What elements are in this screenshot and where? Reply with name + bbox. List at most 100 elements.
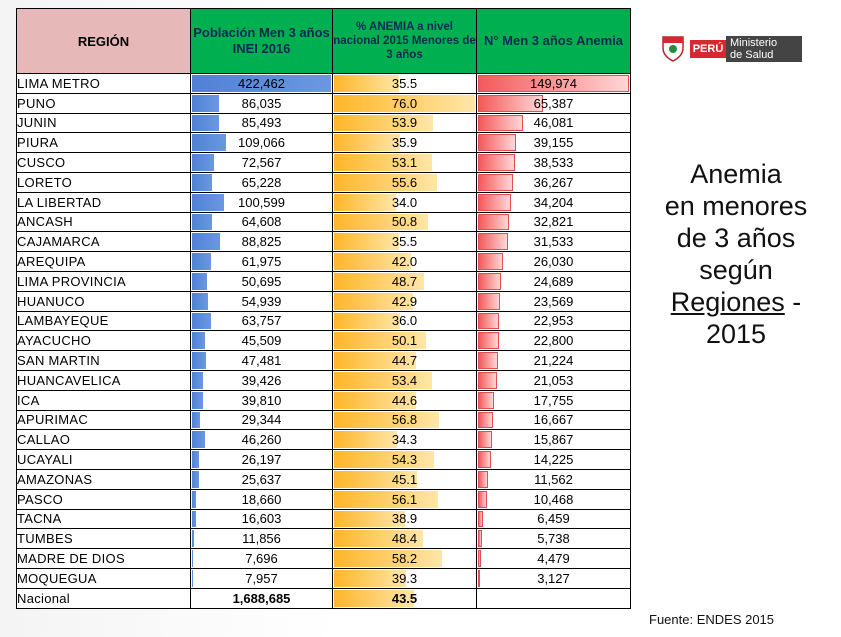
ministry-line2: de Salud	[730, 49, 774, 61]
cell-children-anemia: 46,081	[476, 112, 631, 134]
cell-population-value: 100,599	[238, 194, 285, 210]
cell-children-anemia: 14,225	[476, 449, 631, 470]
cell-anemia-percent-bar	[334, 173, 437, 191]
table-row: LAMBAYEQUE 63,757 36.0 22,953	[16, 310, 631, 332]
cell-children-anemia-value: 23,569	[533, 293, 574, 309]
cell-children-anemia: 65,387	[476, 92, 631, 114]
cell-anemia-percent: 35.5	[332, 231, 477, 253]
cell-region: UCAYALI	[16, 449, 191, 470]
cell-anemia-percent: 42.9	[332, 290, 477, 312]
cell-population-bar	[192, 233, 220, 251]
cell-anemia-percent-value: 58.2	[391, 551, 418, 567]
cell-children-anemia-bar	[478, 94, 543, 112]
table-body: LIMA METRO 422,462 35.5 149,974 PUNO 86,035 76…	[16, 73, 631, 609]
cell-anemia-percent-bar	[334, 292, 413, 310]
cell-population-bar	[192, 173, 212, 191]
cell-anemia-percent-value: 38.9	[391, 511, 418, 527]
cell-children-anemia: 22,800	[476, 330, 631, 352]
cell-children-anemia-bar	[478, 253, 503, 270]
cell-region-value: LA LIBERTAD	[17, 194, 102, 210]
total-region-value: Nacional	[17, 590, 70, 606]
cell-anemia-percent-value: 50.8	[391, 214, 418, 230]
cell-anemia-percent: 50.8	[332, 211, 477, 233]
cell-region-value: TACNA	[17, 511, 62, 527]
cell-population-value: 26,197	[241, 452, 282, 468]
cell-children-anemia-bar	[478, 510, 483, 528]
cell-anemia-percent: 44.7	[332, 350, 477, 371]
cell-anemia-percent-value: 35.9	[391, 135, 418, 151]
cell-children-anemia-value: 34,204	[533, 194, 574, 210]
cell-children-anemia-bar	[478, 272, 502, 290]
cell-population-value: 7,696	[245, 551, 278, 567]
cell-anemia-percent-value: 44.7	[391, 353, 418, 369]
table-row: MADRE DE DIOS 7,696 58.2 4,479	[16, 548, 631, 569]
cell-anemia-percent-bar	[334, 134, 400, 152]
table-row: UCAYALI 26,197 54.3 14,225	[16, 449, 631, 470]
cell-anemia-percent: 45.1	[332, 468, 477, 490]
cell-population-bar	[192, 75, 331, 92]
cell-children-anemia-bar	[478, 391, 495, 409]
cell-population: 11,856	[190, 528, 333, 550]
cell-children-anemia-bar	[478, 569, 480, 587]
cell-children-anemia: 15,867	[476, 429, 631, 451]
cell-children-anemia-bar	[478, 114, 524, 132]
title-line4: según	[699, 255, 773, 285]
cell-anemia-percent-bar	[334, 75, 399, 92]
cell-children-anemia-value: 31,533	[533, 234, 574, 250]
header-anemia-percent: % ANEMIA a nivel nacional 2015 Menores d…	[332, 8, 477, 74]
cell-anemia-percent-bar	[334, 550, 442, 567]
cell-children-anemia-value: 4,479	[537, 551, 570, 567]
cell-population-bar	[192, 253, 211, 270]
cell-children-anemia: 24,689	[476, 270, 631, 292]
title-line3: de 3 años	[676, 223, 796, 253]
cell-region: SAN MARTIN	[16, 350, 191, 371]
cell-population-bar	[192, 490, 197, 508]
cell-population-value: 86,035	[241, 95, 282, 111]
total-anemia-percent: 43.5	[332, 587, 477, 609]
cell-anemia-percent: 34.0	[332, 191, 477, 213]
cell-anemia-percent: 53.1	[332, 152, 477, 173]
cell-children-anemia-bar	[478, 371, 498, 389]
cell-population-bar	[192, 550, 193, 567]
ministry-line1: Ministerio	[730, 37, 778, 49]
cell-population-bar	[192, 193, 224, 211]
cell-region-value: HUANUCO	[17, 293, 85, 309]
table-row: APURIMAC 29,344 56.8 16,667	[16, 409, 631, 431]
table-row: ANCASH 64,608 50.8 32,821	[16, 211, 631, 233]
cell-children-anemia-value: 11,562	[534, 471, 573, 487]
cell-region: LORETO	[16, 171, 191, 193]
cell-anemia-percent: 53.9	[332, 112, 477, 134]
table-row: HUANUCO 54,939 42.9 23,569	[16, 290, 631, 312]
cell-population-value: 7,957	[245, 570, 278, 586]
cell-region-value: AYACUCHO	[17, 333, 92, 349]
cell-region: HUANCAVELICA	[16, 369, 191, 391]
cell-population-bar	[192, 371, 204, 389]
header-population: Población Men 3 años INEI 2016	[190, 8, 333, 74]
cell-region: AMAZONAS	[16, 468, 191, 490]
cell-children-anemia-value: 21,053	[533, 372, 574, 388]
cell-children-anemia-value: 22,953	[533, 313, 574, 329]
table-row: JUNIN 85,493 53.9 46,081	[16, 112, 631, 134]
cell-region-value: PUNO	[17, 95, 56, 111]
cell-anemia-percent: 50.1	[332, 330, 477, 352]
cell-population-bar	[192, 213, 212, 231]
cell-anemia-percent-bar	[334, 272, 424, 290]
cell-children-anemia: 21,053	[476, 369, 631, 391]
table-row: MOQUEGUA 7,957 39.3 3,127	[16, 567, 631, 589]
cell-anemia-percent-value: 44.6	[391, 392, 418, 408]
cell-region-value: ANCASH	[17, 214, 73, 230]
cell-anemia-percent-value: 42.0	[391, 254, 418, 270]
cell-population: 64,608	[190, 211, 333, 233]
total-children-anemia	[476, 587, 631, 609]
cell-population: 109,066	[190, 132, 333, 154]
table-total-row: Nacional 1,688,685 43.5	[16, 587, 631, 609]
regiones-link[interactable]: Regiones	[670, 287, 785, 317]
cell-anemia-percent-bar	[334, 490, 438, 508]
cell-children-anemia-value: 149,974	[530, 75, 577, 91]
cell-children-anemia-value: 32,821	[533, 214, 574, 230]
cell-population-bar	[192, 332, 206, 350]
table-row: AYACUCHO 45,509 50.1 22,800	[16, 330, 631, 352]
cell-population-bar	[192, 292, 209, 310]
cell-children-anemia-bar	[478, 530, 482, 548]
total-population-value: 1,688,685	[232, 590, 291, 606]
